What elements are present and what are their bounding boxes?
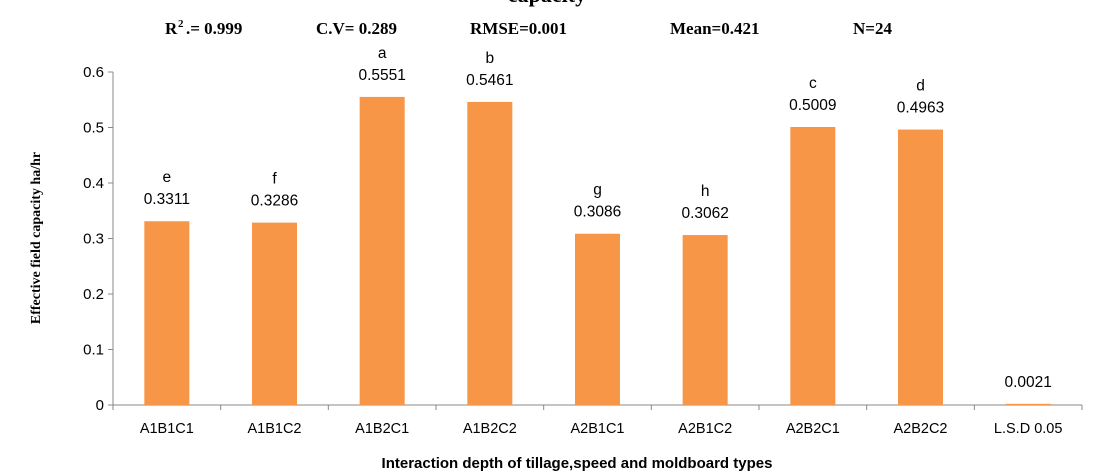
stats-line: R 2 .= 0.999 C.V= 0.289 RMSE=0.001 Mean=… xyxy=(165,18,892,38)
y-tick-label: 0 xyxy=(96,397,104,414)
bar-significance-letter: d xyxy=(916,78,925,95)
bar-significance-letter: a xyxy=(378,45,387,62)
x-tick-label: A2B1C1 xyxy=(570,421,624,437)
bar-value-label: 0.5461 xyxy=(466,72,513,89)
y-axis: 0 0.1 0.2 0.3 0.4 0.5 0.6 xyxy=(83,64,114,414)
bar xyxy=(467,101,513,406)
stat-rmse: RMSE=0.001 xyxy=(470,19,567,38)
stat-cv: C.V= 0.289 xyxy=(316,19,397,38)
bar xyxy=(682,235,728,405)
bar-significance-letter: e xyxy=(163,169,172,186)
bar-significance-letter: c xyxy=(809,75,817,92)
bar-value-label: 0.3062 xyxy=(681,205,728,222)
bar-value-label: 0.5009 xyxy=(789,97,836,114)
stat-r2-superscript: 2 xyxy=(178,18,184,30)
y-tick-label: 0.2 xyxy=(83,286,104,303)
stat-r2-value: .= 0.999 xyxy=(186,19,242,38)
stat-n: N=24 xyxy=(853,19,892,38)
y-axis-label: Effective field capacity ha/hr xyxy=(29,152,44,324)
y-tick-label: 0.4 xyxy=(83,175,104,192)
bar xyxy=(575,233,620,405)
y-tick-label: 0.6 xyxy=(83,64,104,81)
bar-value-label: 0.3311 xyxy=(144,191,190,208)
bar xyxy=(359,96,405,406)
bar-significance-letter: f xyxy=(272,171,277,188)
x-tick-label: L.S.D 0.05 xyxy=(994,421,1063,437)
y-tick-label: 0.3 xyxy=(83,231,104,248)
x-axis: A1B1C1 A1B1C2 A1B2C1 A1B2C2 A2B1C1 A2B1C2 A2B2… xyxy=(112,404,1083,437)
bar xyxy=(144,221,190,405)
stat-mean: Mean=0.421 xyxy=(670,19,759,38)
x-tick-label: A1B1C2 xyxy=(247,421,301,437)
x-tick-label: A2B2C2 xyxy=(893,421,947,437)
bar-value-label: 0.3286 xyxy=(251,193,298,210)
bar xyxy=(790,127,836,406)
chart-title: capacity xyxy=(508,0,586,7)
x-tick-label: A1B2C2 xyxy=(463,421,517,437)
bar xyxy=(1005,403,1051,405)
x-tick-label: A1B2C1 xyxy=(355,421,409,437)
bar xyxy=(252,222,297,405)
stat-r2-label: R xyxy=(165,19,178,38)
bar-labels-group: 0.3311 e 0.3286 f 0.5551 a 0.5461 b 0.3086 g 0.306… xyxy=(144,45,1052,391)
bar-value-label: 0.3086 xyxy=(574,204,621,221)
bar-value-label: 0.0021 xyxy=(1004,374,1051,391)
bars-group xyxy=(144,96,1051,406)
bar-significance-letter: h xyxy=(701,183,710,200)
x-tick-label: A2B1C2 xyxy=(678,421,732,437)
bar xyxy=(898,129,943,405)
y-tick-label: 0.5 xyxy=(83,120,104,137)
bar-significance-letter: g xyxy=(593,182,602,199)
bar-value-label: 0.4963 xyxy=(897,100,944,117)
y-tick-label: 0.1 xyxy=(83,342,104,359)
bar-significance-letter: b xyxy=(486,50,495,67)
x-tick-label: A1B1C1 xyxy=(140,421,194,437)
bar-value-label: 0.5551 xyxy=(358,67,405,84)
x-axis-label: Interaction depth of tillage,speed and m… xyxy=(382,455,773,472)
x-tick-label: A2B2C1 xyxy=(786,421,840,437)
